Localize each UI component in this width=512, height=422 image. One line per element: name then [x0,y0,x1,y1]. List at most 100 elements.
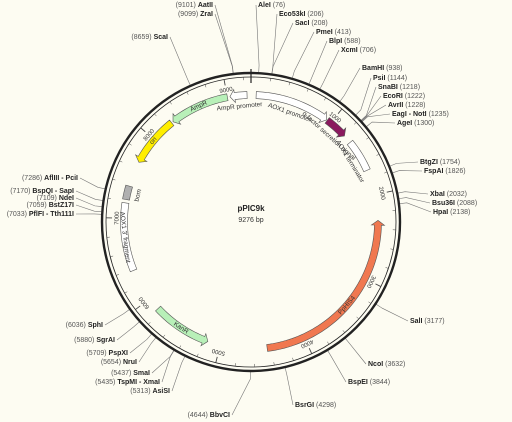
site-label[interactable]: AleI (76) [258,2,285,9]
site-position: (6036) [66,322,88,329]
site-label[interactable]: PsiI (1144) [373,75,407,82]
site-label[interactable]: (7109) NdeI [37,195,74,202]
site-name: NruI [123,359,137,366]
site-label[interactable]: Eco53kI (206) [279,11,324,18]
site-label[interactable]: (7286) AflIII - PciI [22,175,78,182]
site-name: AleI [258,2,271,9]
tick-mark [140,127,146,133]
feature-pichia-his4 [266,219,386,352]
site-label[interactable]: (4644) BbvCI [188,412,230,419]
site-leader [231,371,251,416]
site-label[interactable]: BlpI (588) [329,38,361,45]
site-position: (1228) [403,102,425,109]
site-label[interactable]: Bsu36I (2088) [432,200,477,207]
site-label[interactable]: XcmI (706) [341,47,376,54]
site-leader [360,86,377,121]
site-leader [390,161,419,167]
site-name: AgeI [397,120,412,127]
site-position: (588) [342,38,360,45]
site-position: (5880) [74,337,96,344]
site-label[interactable]: EcoRI (1222) [383,93,425,100]
site-label[interactable]: NcoI (3632) [368,361,405,368]
site-leader [361,104,387,122]
site-position: (7170) [10,188,32,195]
site-position: (76) [271,2,285,9]
tick-label: 3000 [365,274,377,289]
site-label[interactable]: BspEI (3844) [348,379,390,386]
site-label[interactable]: AgeI (1300) [397,120,434,127]
tick-mark [308,348,313,354]
site-leader [104,309,130,326]
site-label[interactable]: (5437) SmaI [111,370,150,377]
restriction-sites: (9101) AatII (9099) ZraI (8659) ScaI AleI (… [7,2,477,419]
site-label[interactable]: (5654) NruI [101,359,137,366]
tick-label: 9000 [219,87,234,95]
site-label[interactable]: (7059) BstZ17I [27,202,75,209]
site-position: (1144) [385,75,407,82]
feature-alpha-factor [324,117,347,138]
site-label[interactable]: (6036) SphI [66,322,103,329]
site-position: (7286) [22,175,44,182]
tick-mark [128,143,132,146]
site-label[interactable]: SnaBI (1218) [378,84,420,91]
site-position: (706) [358,47,376,54]
site-label[interactable]: SacI (208) [295,20,328,27]
site-label[interactable]: (5709) PspXI [86,350,128,357]
site-position: (3177) [422,318,444,325]
tick-mark [179,345,182,349]
site-name: SphI [88,322,103,329]
site-leader [255,4,260,73]
site-name: AatII [198,2,213,9]
tick-mark [327,341,330,345]
site-position: (938) [384,65,402,72]
site-position: (3844) [368,379,390,386]
site-leader [366,121,396,127]
site-name: PmeI [316,29,333,36]
site-name: Bsu36I [432,200,455,207]
tick-mark [223,79,226,86]
site-label[interactable]: BtgZI (1754) [420,159,460,166]
site-label[interactable]: PmeI (413) [316,29,351,36]
tick-mark [112,178,116,181]
site-label[interactable]: (5313) AsiSI [130,388,170,395]
site-leader [171,356,186,392]
site-name: FspAI [424,168,444,175]
site-label[interactable]: FspAI (1826) [424,168,466,175]
tick-mark [376,153,380,156]
site-label[interactable]: (5880) SgrAI [74,337,115,344]
site-label[interactable]: (8659) ScaI [131,34,168,41]
tick-label: 2000 [377,186,386,201]
site-position: (2088) [455,200,477,207]
plasmid-name: pPIC9k [237,204,265,213]
site-leader [319,49,340,89]
feature-ampr-promoter [229,88,248,104]
site-name: EcoRI [383,93,403,100]
feature-bom [122,184,133,201]
tick-label: 5000 [211,347,226,356]
site-leader [75,197,102,207]
site-label[interactable]: AvrII (1228) [388,102,426,109]
site-name: HpaI [433,209,448,216]
site-label[interactable]: HpaI (2138) [433,209,470,216]
site-label[interactable]: BamHI (938) [362,65,402,72]
site-label[interactable]: BsrGI (4298) [295,402,336,409]
site-name: AflIII - PciI [44,175,78,182]
site-leader [399,202,432,213]
site-label[interactable]: (7033) PflFI - Tth111I [7,211,74,218]
site-label[interactable]: XbaI (2032) [430,191,467,198]
tick-mark [306,88,309,92]
site-label[interactable]: EagI - NotI (1235) [392,111,449,118]
site-name: SnaBI [378,84,398,91]
site-position: (206) [305,11,323,18]
site-leader [292,31,315,78]
site-label[interactable]: (9099) ZraI [178,11,213,18]
site-leader [355,77,372,116]
site-leader [392,170,423,174]
site-label[interactable]: (9101) AatII [176,2,213,9]
site-label[interactable]: (5435) TspMI - XmaI [95,379,160,386]
tick-mark [215,356,218,363]
site-label[interactable]: (7170) BspQI - SapI [10,188,74,195]
site-label[interactable]: SalI (3177) [410,318,445,325]
site-position: (5437) [111,370,133,377]
tick-mark [119,160,123,163]
